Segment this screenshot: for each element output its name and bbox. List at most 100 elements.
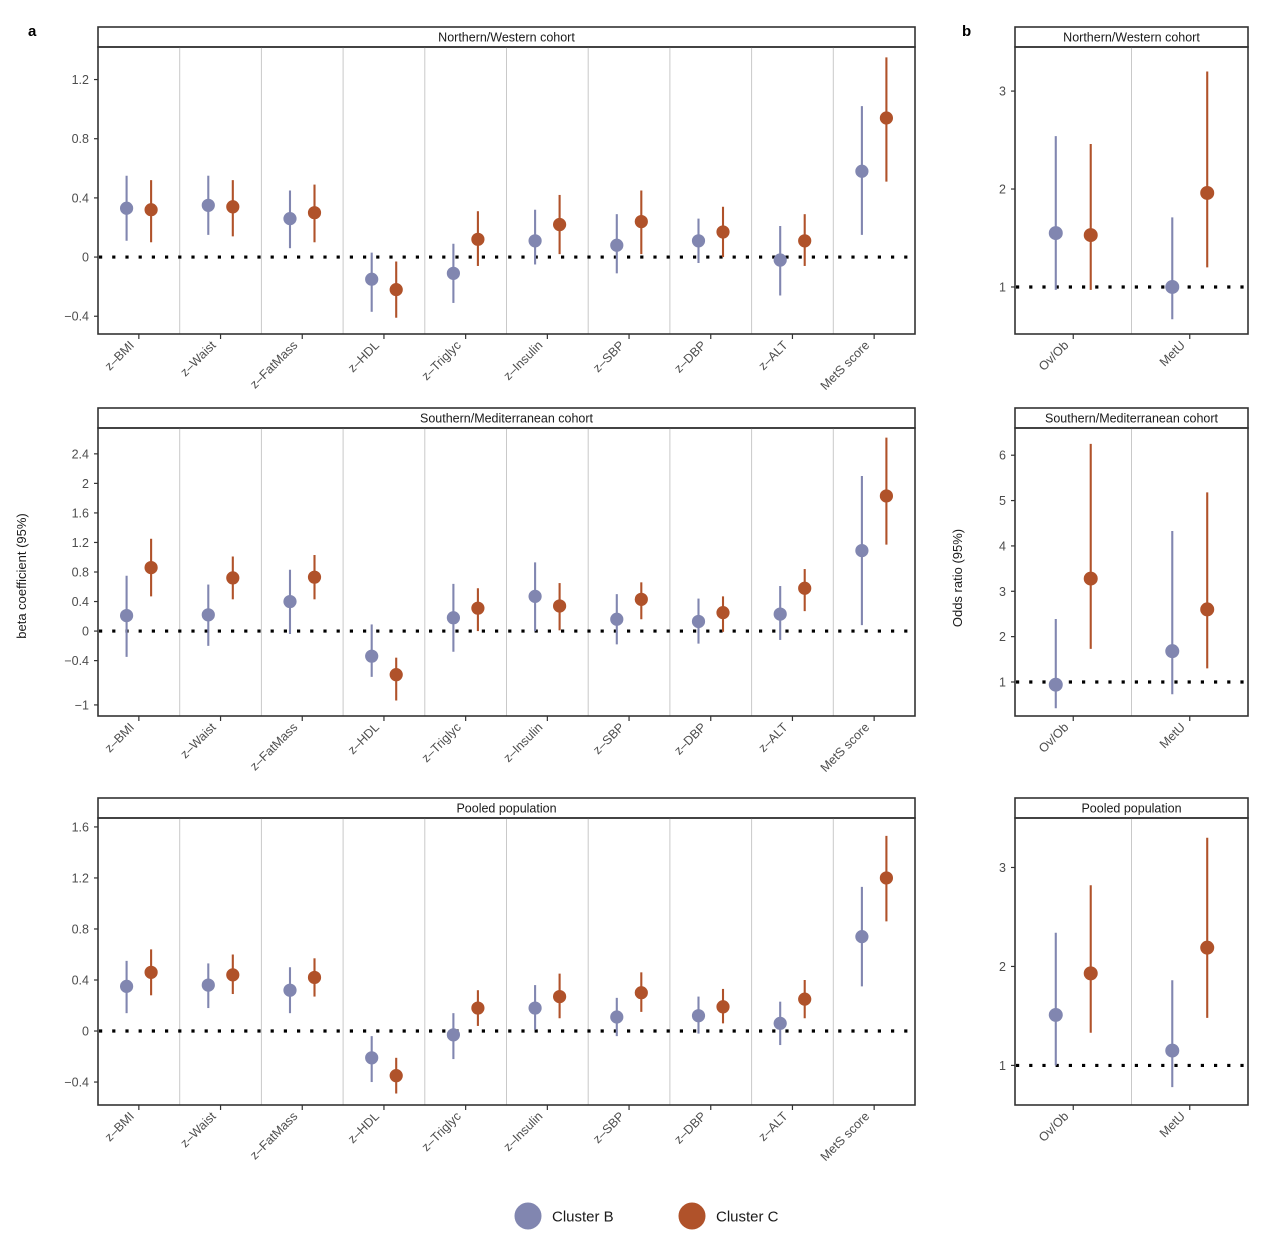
estimate-point[interactable] (528, 562, 542, 632)
point-marker (691, 234, 706, 248)
estimate-point[interactable] (1048, 932, 1063, 1066)
series-cluster-c (1083, 443, 1215, 669)
estimate-point[interactable] (1165, 530, 1180, 695)
estimate-point[interactable] (1083, 143, 1098, 290)
estimate-point[interactable] (119, 575, 134, 657)
series-cluster-b (119, 476, 869, 677)
estimate-point[interactable] (879, 437, 894, 545)
estimate-point[interactable] (691, 996, 706, 1034)
y-tick-label: 2 (82, 477, 89, 491)
legend-item-cluster-b[interactable]: Cluster B (514, 1202, 614, 1230)
estimate-point[interactable] (446, 583, 460, 652)
estimate-point[interactable] (307, 184, 322, 243)
estimate-point[interactable] (1165, 217, 1180, 320)
point-marker (553, 217, 567, 232)
estimate-point[interactable] (798, 979, 812, 1019)
estimate-point[interactable] (226, 954, 240, 995)
estimate-point[interactable] (691, 218, 706, 263)
estimate-point[interactable] (471, 211, 485, 266)
estimate-point[interactable] (389, 657, 403, 701)
estimate-point[interactable] (879, 835, 894, 922)
point-marker (610, 612, 624, 626)
estimate-point[interactable] (365, 1036, 379, 1083)
estimate-point[interactable] (1048, 618, 1063, 709)
estimate-point[interactable] (553, 973, 567, 1019)
estimate-point[interactable] (283, 190, 297, 249)
estimate-point[interactable] (855, 106, 869, 235)
estimate-point[interactable] (201, 963, 215, 1009)
estimate-point[interactable] (716, 988, 730, 1024)
plot-frame-a-pooled (97, 817, 916, 1106)
estimate-point[interactable] (1048, 136, 1063, 290)
point-marker (1200, 602, 1215, 617)
y-tick-label: −1 (75, 698, 89, 712)
estimate-point[interactable] (773, 226, 787, 296)
estimate-point[interactable] (201, 175, 215, 235)
estimate-point[interactable] (855, 476, 869, 626)
point-marker (1083, 228, 1098, 243)
estimate-point[interactable] (307, 958, 322, 997)
estimate-point[interactable] (144, 538, 158, 597)
estimate-point[interactable] (226, 180, 240, 237)
estimate-point[interactable] (634, 190, 648, 255)
estimate-point[interactable] (773, 1001, 787, 1046)
estimate-point[interactable] (144, 949, 158, 996)
y-tick-label: 4 (999, 539, 1006, 553)
estimate-point[interactable] (773, 586, 787, 640)
estimate-point[interactable] (389, 1057, 403, 1094)
estimate-point[interactable] (1200, 492, 1215, 669)
estimate-point[interactable] (226, 556, 240, 600)
estimate-point[interactable] (365, 252, 379, 312)
point-marker (471, 232, 485, 246)
estimate-point[interactable] (446, 243, 460, 303)
point-marker (691, 614, 706, 629)
estimate-point[interactable] (1165, 980, 1180, 1088)
point-marker (119, 979, 134, 993)
point-marker (446, 266, 460, 280)
estimate-point[interactable] (119, 960, 134, 1014)
estimate-point[interactable] (389, 261, 403, 318)
y-tick-label: 0 (82, 625, 89, 639)
estimate-point[interactable] (119, 175, 134, 241)
estimate-point[interactable] (798, 569, 812, 612)
legend-marker (514, 1202, 542, 1230)
plot-frame-a-northern-western (97, 46, 916, 335)
estimate-point[interactable] (1083, 885, 1098, 1033)
estimate-point[interactable] (634, 582, 648, 620)
estimate-point[interactable] (610, 594, 624, 645)
point-marker (389, 1069, 403, 1083)
estimate-point[interactable] (1200, 837, 1215, 1018)
estimate-point[interactable] (691, 598, 706, 644)
estimate-point[interactable] (798, 214, 812, 266)
estimate-point[interactable] (553, 583, 567, 631)
series-cluster-b (119, 886, 869, 1083)
estimate-point[interactable] (1200, 71, 1215, 268)
y-tick-label: 1.2 (72, 871, 89, 885)
estimate-point[interactable] (365, 624, 379, 677)
estimate-point[interactable] (144, 180, 158, 243)
estimate-point[interactable] (201, 584, 215, 646)
point-marker (1048, 677, 1063, 692)
estimate-point[interactable] (610, 214, 624, 274)
estimate-point[interactable] (610, 997, 624, 1037)
estimate-point[interactable] (1083, 443, 1098, 649)
estimate-point[interactable] (446, 1013, 460, 1060)
estimate-point[interactable] (528, 985, 542, 1030)
estimate-point[interactable] (553, 194, 567, 255)
estimate-point[interactable] (634, 972, 648, 1012)
estimate-point[interactable] (471, 990, 485, 1026)
estimate-point[interactable] (716, 596, 730, 632)
estimate-point[interactable] (283, 569, 297, 635)
estimate-point[interactable] (855, 886, 869, 987)
estimate-point[interactable] (528, 209, 542, 265)
point-marker (389, 283, 403, 297)
estimate-point[interactable] (716, 206, 730, 258)
legend-item-cluster-c[interactable]: Cluster C (678, 1202, 779, 1230)
estimate-point[interactable] (471, 588, 485, 632)
y-tick-label: 3 (999, 585, 1006, 599)
estimate-point[interactable] (307, 555, 322, 600)
y-tick-label: 3 (999, 861, 1006, 875)
y-tick-label: 6 (999, 449, 1006, 463)
estimate-point[interactable] (283, 967, 297, 1014)
estimate-point[interactable] (879, 57, 894, 182)
